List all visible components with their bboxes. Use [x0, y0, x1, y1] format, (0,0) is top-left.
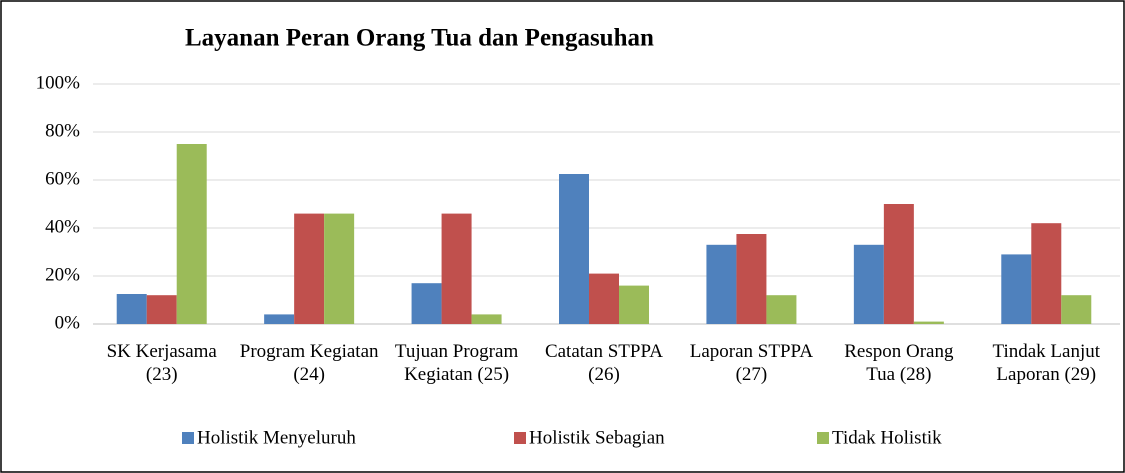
y-tick-label: 60%: [45, 168, 80, 189]
chart-title: Layanan Peran Orang Tua dan Pengasuhan: [185, 25, 654, 52]
y-tick-label: 80%: [45, 120, 80, 141]
bar: [1001, 254, 1032, 324]
bar: [324, 213, 355, 324]
bar: [411, 283, 442, 324]
legend-swatch: [514, 432, 526, 444]
y-tick-label: 20%: [45, 264, 80, 285]
x-tick-label: Catatan STPPA (26): [544, 341, 664, 385]
bar: [1061, 295, 1092, 324]
bar: [176, 144, 207, 324]
bar: [853, 244, 884, 324]
bar: [116, 294, 147, 324]
bar: [736, 234, 767, 324]
bar: [294, 213, 325, 324]
x-tick-label: Respon Orang Tua (28): [844, 341, 954, 385]
bar: [619, 285, 649, 324]
y-tick-label: 100%: [36, 72, 81, 93]
legend-swatch: [817, 432, 829, 444]
y-tick-label: 0%: [55, 312, 81, 333]
x-tick-label: Tujuan Program Kegiatan (25): [394, 341, 519, 385]
bar: [441, 213, 472, 324]
y-tick-label: 40%: [45, 216, 80, 237]
legend-label: Holistik Sebagian: [529, 427, 665, 448]
bar: [471, 314, 502, 324]
bar: [264, 314, 295, 324]
legend-label: Holistik Menyeluruh: [197, 427, 356, 448]
x-tick-label: Program Kegiatan (24): [239, 341, 379, 385]
legend-label: Tidak Holistik: [832, 427, 942, 448]
bar: [766, 295, 797, 324]
legend-swatch: [182, 432, 194, 444]
x-tick-label: Tindak Lanjut Laporan (29): [992, 341, 1101, 385]
x-tick-label: Laporan STPPA (27): [689, 341, 814, 385]
bar: [589, 273, 619, 324]
bar: [559, 174, 589, 324]
bar: [913, 321, 944, 324]
bar: [883, 204, 914, 324]
bar: [706, 244, 737, 324]
bar: [1031, 223, 1062, 324]
bar: [146, 295, 177, 324]
x-tick-label: SK Kerjasama (23): [106, 341, 217, 385]
